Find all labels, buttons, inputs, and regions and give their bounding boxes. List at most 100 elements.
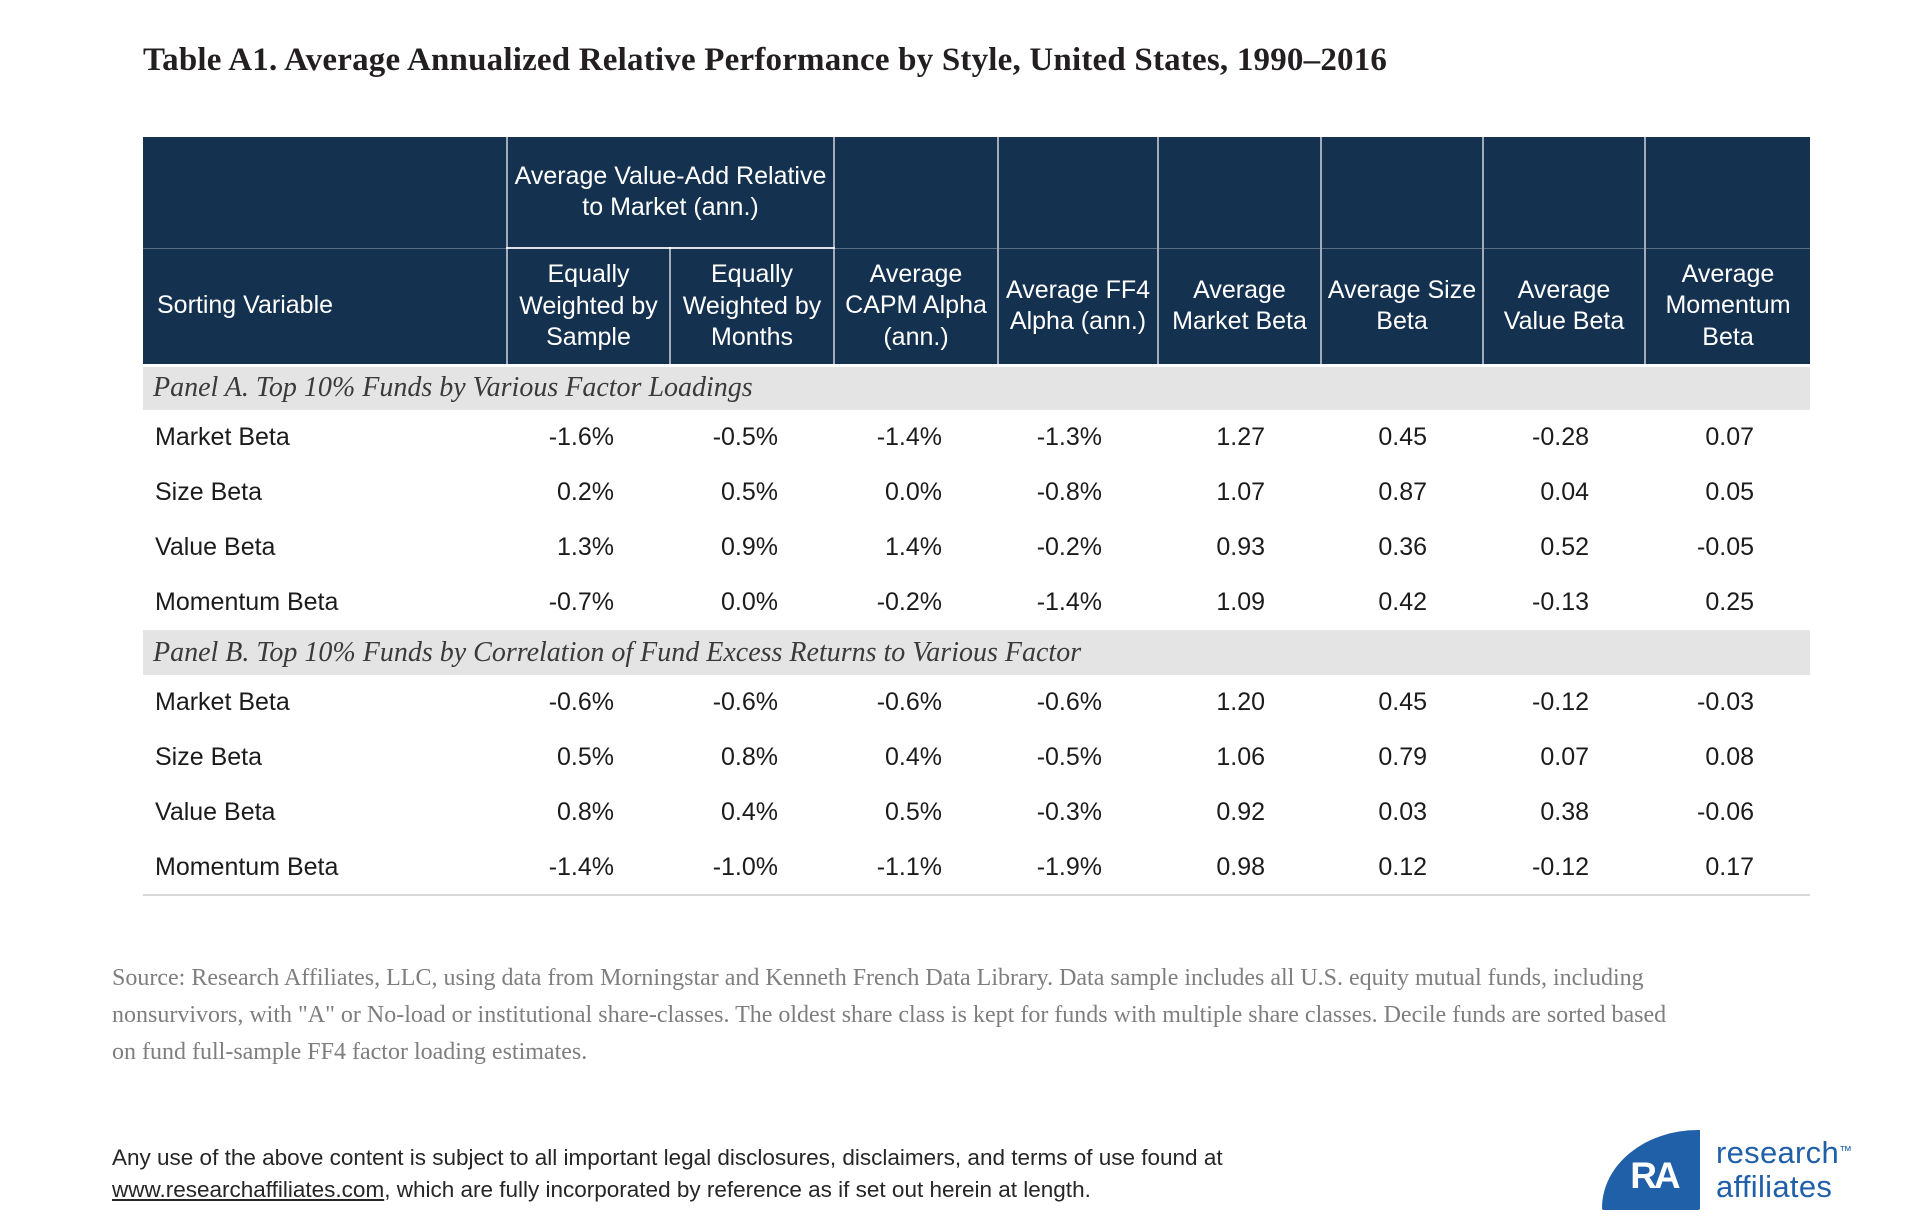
logo-word-affiliates: affiliates xyxy=(1716,1169,1833,1204)
col-header-eq-weighted-sample: Equally Weighted by Sample xyxy=(506,248,670,367)
cell-value: -0.05 xyxy=(1645,520,1811,575)
table-row: Value Beta 1.3% 0.9% 1.4% -0.2% 0.93 0.3… xyxy=(143,520,1811,575)
cell-value: -0.12 xyxy=(1483,840,1646,895)
col-header-capm-alpha: Average CAPM Alpha (ann.) xyxy=(833,248,999,367)
cell-value: -1.9% xyxy=(998,840,1159,895)
table-row: Size Beta 0.5% 0.8% 0.4% -0.5% 1.06 0.79… xyxy=(143,730,1811,785)
cell-value: 0.17 xyxy=(1645,840,1811,895)
cell-value: 0.5% xyxy=(507,730,670,785)
cell-value: 0.4% xyxy=(834,730,999,785)
legal-disclaimer: Any use of the above content is subject … xyxy=(112,1142,1332,1206)
table-row: Size Beta 0.2% 0.5% 0.0% -0.8% 1.07 0.87… xyxy=(143,465,1811,520)
col-header-sorting-variable: Sorting Variable xyxy=(143,248,507,367)
cell-value: 0.98 xyxy=(1158,840,1322,895)
header-blank-cell xyxy=(143,137,507,249)
cell-value: -0.8% xyxy=(998,465,1159,520)
cell-value: 0.9% xyxy=(670,520,835,575)
header-columns-row: Sorting Variable Equally Weighted by Sam… xyxy=(143,248,1811,367)
cell-value: 0.42 xyxy=(1321,575,1484,630)
cell-value: 0.08 xyxy=(1645,730,1811,785)
cell-value: 0.79 xyxy=(1321,730,1484,785)
cell-value: -1.4% xyxy=(998,575,1159,630)
row-label: Value Beta xyxy=(143,785,507,840)
row-label: Market Beta xyxy=(143,675,507,730)
cell-value: -1.4% xyxy=(834,410,999,465)
table-row: Value Beta 0.8% 0.4% 0.5% -0.3% 0.92 0.0… xyxy=(143,785,1811,840)
cell-value: 1.09 xyxy=(1158,575,1322,630)
col-header-eq-weighted-months: Equally Weighted by Months xyxy=(668,248,835,367)
cell-value: -1.4% xyxy=(507,840,670,895)
cell-value: 1.3% xyxy=(507,520,670,575)
group-header-value-add: Average Value-Add Relative to Market (an… xyxy=(505,137,836,249)
cell-value: 0.12 xyxy=(1321,840,1484,895)
trademark-symbol: ™ xyxy=(1839,1143,1853,1158)
table-title: Table A1. Average Annualized Relative Pe… xyxy=(143,42,1388,78)
header-blank-cell xyxy=(1157,137,1322,249)
cell-value: -0.6% xyxy=(834,675,999,730)
col-header-size-beta: Average Size Beta xyxy=(1320,248,1484,367)
researchaffiliates-link[interactable]: www.researchaffiliates.com xyxy=(112,1177,385,1202)
cell-value: 0.92 xyxy=(1158,785,1322,840)
cell-value: 1.27 xyxy=(1158,410,1322,465)
header-blank-cell xyxy=(1644,137,1811,249)
disclaimer-line2: , which are fully incorporated by refere… xyxy=(384,1177,1091,1202)
header-blank-cell xyxy=(1482,137,1646,249)
cell-value: 0.03 xyxy=(1321,785,1484,840)
row-label: Market Beta xyxy=(143,410,507,465)
cell-value: 0.52 xyxy=(1483,520,1646,575)
cell-value: 0.0% xyxy=(670,575,835,630)
cell-value: 0.87 xyxy=(1321,465,1484,520)
header-group-row: Average Value-Add Relative to Market (an… xyxy=(143,137,1811,249)
table-row: Market Beta -1.6% -0.5% -1.4% -1.3% 1.27… xyxy=(143,410,1811,465)
cell-value: 0.4% xyxy=(670,785,835,840)
table-row: Momentum Beta -0.7% 0.0% -0.2% -1.4% 1.0… xyxy=(143,575,1811,630)
cell-value: 0.8% xyxy=(670,730,835,785)
cell-value: 0.07 xyxy=(1645,410,1811,465)
row-label: Value Beta xyxy=(143,520,507,575)
cell-value: 0.8% xyxy=(507,785,670,840)
cell-value: 0.5% xyxy=(834,785,999,840)
research-affiliates-logo: RA research™ affiliates xyxy=(1602,1130,1852,1210)
cell-value: 0.04 xyxy=(1483,465,1646,520)
cell-value: 1.07 xyxy=(1158,465,1322,520)
header-blank-cell xyxy=(1320,137,1484,249)
table-row: Market Beta -0.6% -0.6% -0.6% -0.6% 1.20… xyxy=(143,675,1811,730)
cell-value: 0.93 xyxy=(1158,520,1322,575)
cell-value: 0.45 xyxy=(1321,410,1484,465)
col-header-ff4-alpha: Average FF4 Alpha (ann.) xyxy=(997,248,1159,367)
panel-b-heading: Panel B. Top 10% Funds by Correlation of… xyxy=(143,630,1811,675)
header-blank-cell xyxy=(833,137,999,249)
panel-a: Panel A. Top 10% Funds by Various Factor… xyxy=(143,365,1811,630)
row-label: Momentum Beta xyxy=(143,840,507,895)
cell-value: -0.7% xyxy=(507,575,670,630)
cell-value: -0.6% xyxy=(998,675,1159,730)
cell-value: -0.03 xyxy=(1645,675,1811,730)
cell-value: -0.5% xyxy=(670,410,835,465)
cell-value: 0.45 xyxy=(1321,675,1484,730)
cell-value: 0.25 xyxy=(1645,575,1811,630)
cell-value: 0.38 xyxy=(1483,785,1646,840)
row-label: Size Beta xyxy=(143,465,507,520)
cell-value: 0.05 xyxy=(1645,465,1811,520)
cell-value: -1.1% xyxy=(834,840,999,895)
cell-value: 0.07 xyxy=(1483,730,1646,785)
col-header-value-beta: Average Value Beta xyxy=(1482,248,1646,367)
logo-monogram: RA xyxy=(1630,1154,1680,1196)
cell-value: 1.20 xyxy=(1158,675,1322,730)
row-label: Momentum Beta xyxy=(143,575,507,630)
cell-value: -0.2% xyxy=(834,575,999,630)
cell-value: -1.0% xyxy=(670,840,835,895)
logo-word-research: research xyxy=(1716,1135,1840,1170)
cell-value: -0.06 xyxy=(1645,785,1811,840)
logo-wordmark: research™ affiliates xyxy=(1716,1136,1852,1204)
row-label: Size Beta xyxy=(143,730,507,785)
panel-b-heading-row: Panel B. Top 10% Funds by Correlation of… xyxy=(143,630,1811,675)
disclaimer-line1: Any use of the above content is subject … xyxy=(112,1145,1223,1170)
cell-value: 0.0% xyxy=(834,465,999,520)
col-header-momentum-beta: Average Momentum Beta xyxy=(1644,248,1811,367)
cell-value: 1.06 xyxy=(1158,730,1322,785)
cell-value: -0.3% xyxy=(998,785,1159,840)
performance-table: Average Value-Add Relative to Market (an… xyxy=(143,137,1811,896)
logo-mark-icon: RA xyxy=(1602,1130,1700,1210)
